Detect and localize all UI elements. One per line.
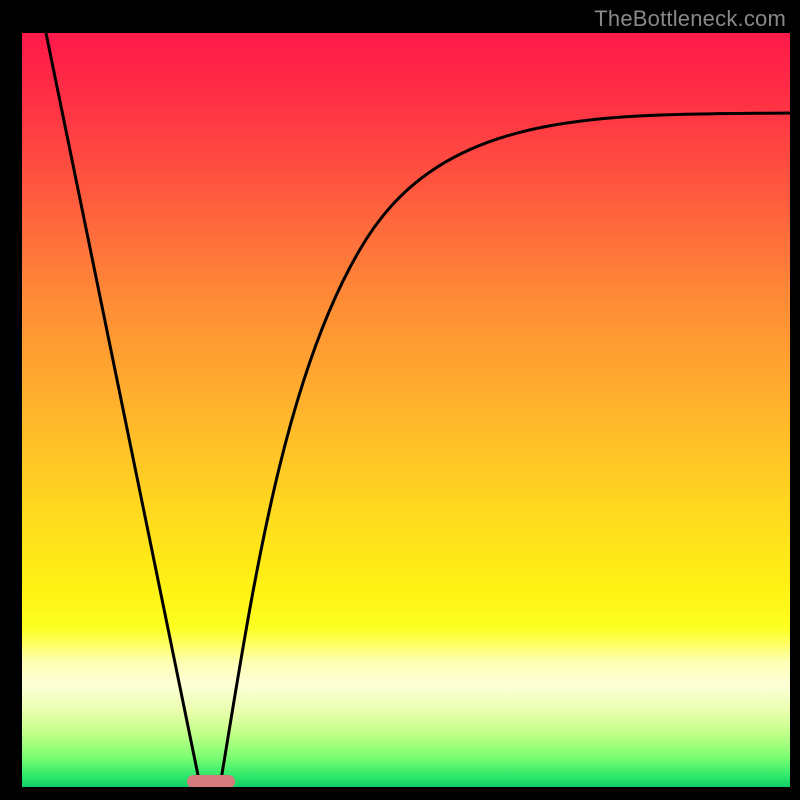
watermark-text: TheBottleneck.com: [594, 6, 786, 32]
minimum-marker: [187, 775, 235, 787]
left-descent-line: [46, 33, 199, 780]
bottleneck-curve: [22, 33, 790, 787]
plot-area: [22, 33, 790, 787]
right-rise-curve: [221, 113, 790, 780]
